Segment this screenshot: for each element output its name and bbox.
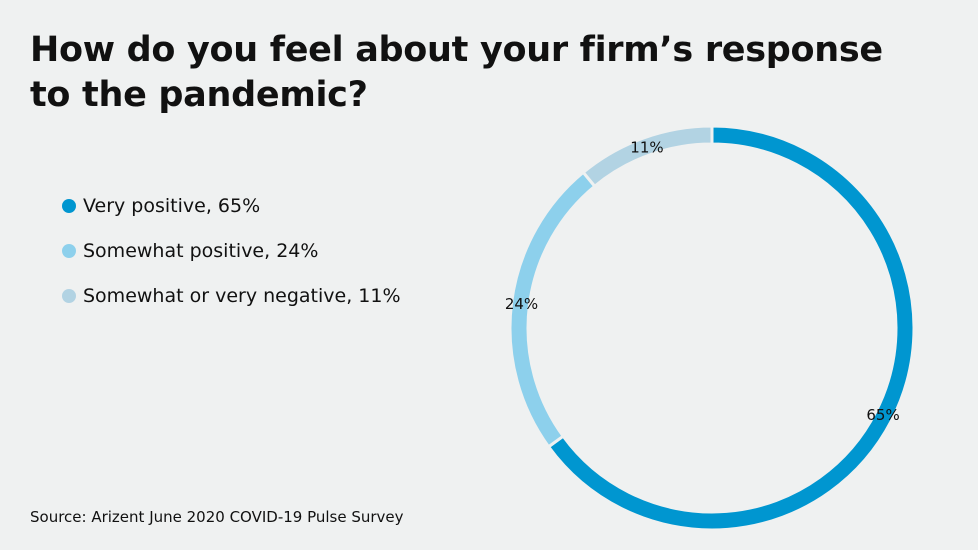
legend-swatch-icon	[62, 288, 76, 303]
chart-title: How do you feel about your firm’s respon…	[30, 30, 883, 115]
legend-swatch-icon	[62, 198, 76, 213]
legend-label: Very positive, 65%	[83, 194, 261, 217]
data-label: 65%	[866, 406, 899, 424]
legend-label: Somewhat or very negative, 11%	[83, 284, 401, 307]
legend-item-very-positive: Very positive, 65%	[62, 183, 401, 228]
legend-item-negative: Somewhat or very negative, 11%	[62, 273, 401, 318]
legend-item-somewhat-positive: Somewhat positive, 24%	[62, 228, 401, 273]
donut-slice-1	[546, 124, 916, 532]
source-note: Source: Arizent June 2020 COVID-19 Pulse…	[30, 508, 404, 526]
legend-label: Somewhat positive, 24%	[83, 239, 319, 262]
legend: Very positive, 65% Somewhat positive, 24…	[62, 183, 401, 318]
donut-slice-3	[581, 124, 714, 189]
legend-swatch-icon	[62, 243, 76, 258]
data-label: 24%	[505, 295, 538, 313]
data-label: 11%	[630, 138, 663, 156]
